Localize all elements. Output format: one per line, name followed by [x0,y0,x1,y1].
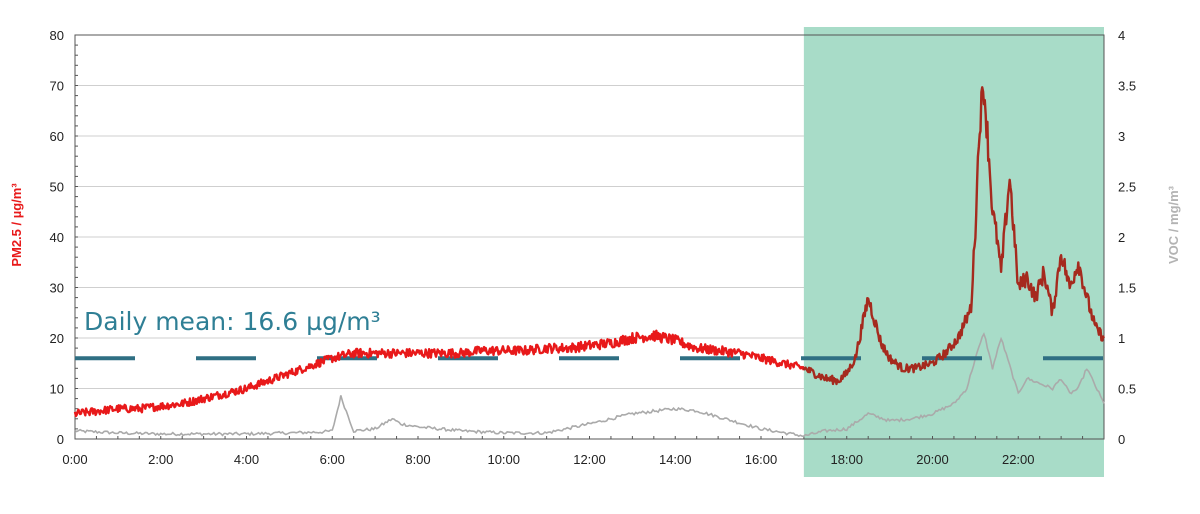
shaded-region [803,27,1104,477]
y-left-tick-label: 70 [50,79,64,94]
chart-plot: 0 10 20 30 40 50 60 70 80 0 0.5 1 1.5 2 2.5 3 3.5 4 0:00 2:… [50,27,1136,477]
y-right-tick-label: 0 [1118,432,1125,447]
x-tick-label: 4:00 [234,452,259,467]
series-pm25-line-shaded [802,86,1106,386]
y-right-tick-label: 3.5 [1118,79,1136,94]
y-left-tick-label: 30 [50,281,64,296]
x-tick-label: 12:00 [573,452,606,467]
y-right-tick-label: 2 [1118,230,1125,245]
y-right-tick-label: 1 [1118,331,1125,346]
y-right-tick-label: 0.5 [1118,382,1136,397]
y-left-tick-label: 40 [50,230,64,245]
x-tick-label: 16:00 [745,452,778,467]
y-axis-label-right: VOC / mg/m³ [1166,185,1181,264]
annotation-daily-mean: Daily mean: 16.6 µg/m³ [84,307,381,336]
y-right-tick-label: 4 [1118,28,1125,43]
y-left-tick-label: 60 [50,129,64,144]
y-right-tick-label: 3 [1118,129,1125,144]
x-tick-label: 18:00 [830,452,863,467]
x-tick-label: 0:00 [62,452,87,467]
y-left-tick-label: 50 [50,180,64,195]
x-tick-label: 14:00 [659,452,692,467]
x-tick-label: 22:00 [1002,452,1035,467]
series-pm25-line [73,329,806,418]
y-left-tick-label: 10 [50,382,64,397]
x-tick-label: 8:00 [405,452,430,467]
y-left-tick-label: 80 [50,28,64,43]
x-tick-label: 10:00 [487,452,520,467]
x-tick-label: 6:00 [320,452,345,467]
y-left-tick-label: 0 [57,432,64,447]
x-tick-label: 2:00 [148,452,173,467]
x-tick-label: 20:00 [916,452,949,467]
series-voc-line [74,332,1105,438]
y-right-tick-label: 1.5 [1118,281,1136,296]
y-right-tick-label: 2.5 [1118,180,1136,195]
chart-overlays: Daily mean: 16.6 µg/m³ PM2.5 / µg/m³ VOC… [9,183,1181,336]
y-left-tick-label: 20 [50,331,64,346]
y-axis-label-left: PM2.5 / µg/m³ [9,183,24,267]
